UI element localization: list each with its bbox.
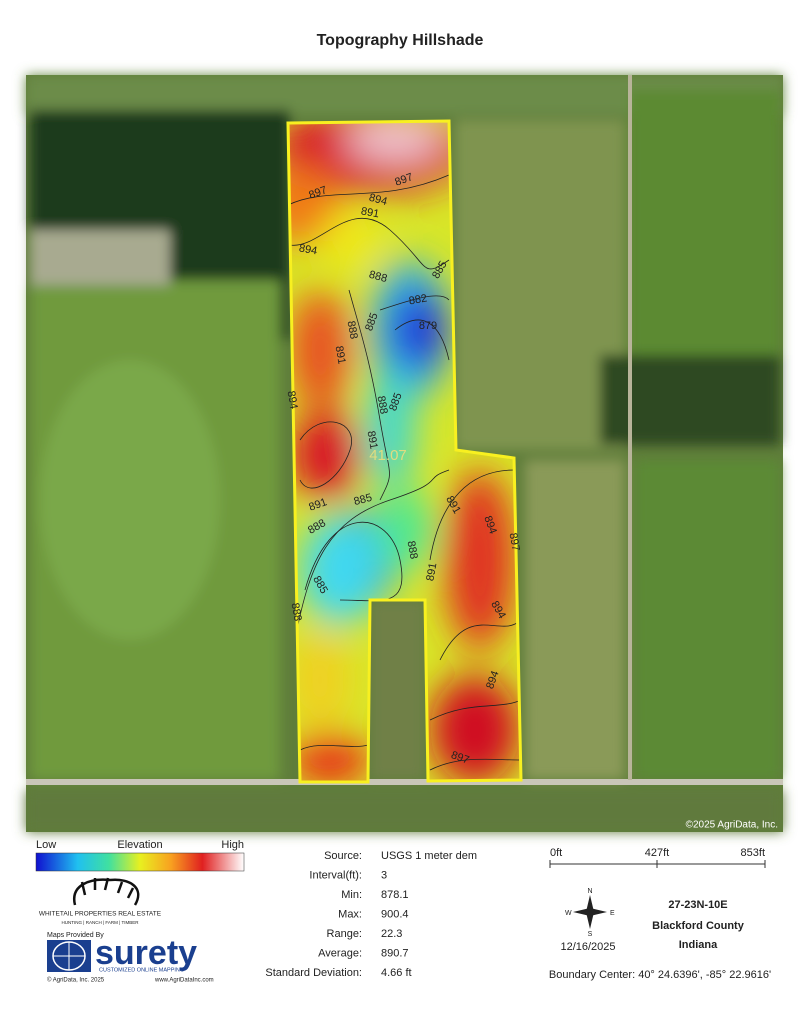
stat-value: USGS 1 meter dem: [381, 850, 477, 862]
scale-bar: 0ft 427ft 853ft: [549, 847, 766, 868]
copyright: © AgriData, Inc. 2025: [47, 977, 105, 984]
surety-tagline: CUSTOMIZED ONLINE MAPPING: [99, 967, 184, 973]
stat-label: Interval(ft):: [309, 869, 362, 881]
contour-label: 894: [481, 514, 499, 535]
scale-label: 0ft: [550, 847, 562, 859]
contour-label: 894: [298, 242, 318, 257]
contour-label: 891: [365, 430, 380, 450]
contour-label: 885: [363, 311, 381, 332]
contour-label: 888: [405, 540, 420, 560]
contour-label: 894: [368, 192, 389, 208]
surety-logo: surety: [95, 934, 197, 972]
stats-table: Source: USGS 1 meter dem Interval(ft): 3 Min…: [265, 850, 477, 979]
boundary-center: Boundary Center: 40° 24.6396', -85° 22.9…: [549, 969, 771, 981]
stat-value: 3: [381, 869, 387, 881]
stat-label: Range:: [327, 928, 362, 940]
contour-label: 897: [449, 749, 470, 767]
scale-label: 427ft: [645, 847, 669, 859]
legend-ramp: [35, 852, 245, 872]
legend-label: Elevation: [117, 839, 162, 851]
tagline: HUNTING | RANCH | FARM | TIMBER: [62, 920, 140, 925]
stat-value: 4.66 ft: [381, 967, 412, 979]
contour-label: 891: [333, 345, 348, 365]
contour-label: 888: [289, 602, 304, 622]
stat-label: Standard Deviation:: [265, 967, 362, 979]
stat-value: 900.4: [381, 908, 409, 920]
section: 27-23N-10E: [668, 899, 727, 911]
legend-high: High: [221, 839, 244, 851]
stat-value: 22.3: [381, 928, 402, 940]
compass-e: E: [610, 910, 615, 917]
county: Blackford County: [652, 920, 745, 932]
branding: WHITETAIL PROPERTIES REAL ESTATE HUNTING…: [39, 877, 214, 984]
stat-value: 890.7: [381, 947, 409, 959]
url: www.AgriDataInc.com: [154, 978, 214, 984]
legend-low: Low: [36, 839, 56, 851]
contour-label: 879: [419, 320, 437, 332]
stat-value: 878.1: [381, 889, 409, 901]
field-boundary: [286, 119, 523, 784]
compass-s: S: [588, 931, 593, 938]
contour-label: 885: [353, 492, 374, 508]
contour-label: 891: [307, 496, 328, 514]
contour-label: 894: [484, 669, 502, 690]
compass: N S E W: [565, 888, 615, 938]
provided-by: Maps Provided By: [47, 932, 104, 939]
contour-label: 897: [393, 171, 414, 189]
legend: Low Elevation High: [35, 839, 245, 872]
date: 12/16/2025: [560, 941, 615, 953]
scale-label: 853ft: [741, 847, 765, 859]
contour-label: 888: [345, 320, 360, 340]
contour-label: 894: [285, 390, 300, 410]
contour-label: 891: [424, 562, 439, 582]
contour-label: 897: [307, 184, 328, 202]
stat-label: Max:: [338, 908, 362, 920]
compass-w: W: [565, 910, 572, 917]
company: WHITETAIL PROPERTIES REAL ESTATE: [39, 911, 162, 918]
compass-n: N: [587, 888, 592, 895]
map-copyright: ©2025 AgriData, Inc.: [686, 820, 778, 831]
acreage: 41.07: [369, 447, 407, 464]
contour-label: 891: [360, 205, 380, 220]
contour-label: 897: [507, 532, 522, 552]
stat-label: Min:: [341, 889, 362, 901]
contour-label: 885: [387, 391, 405, 412]
contour-label: 888: [375, 395, 390, 415]
stat-label: Source:: [324, 850, 362, 862]
title: Topography Hillshade: [317, 32, 484, 49]
state: Indiana: [679, 939, 718, 951]
contour-label: 882: [408, 292, 428, 307]
contour-label: 888: [368, 269, 389, 285]
stat-label: Average:: [318, 947, 362, 959]
